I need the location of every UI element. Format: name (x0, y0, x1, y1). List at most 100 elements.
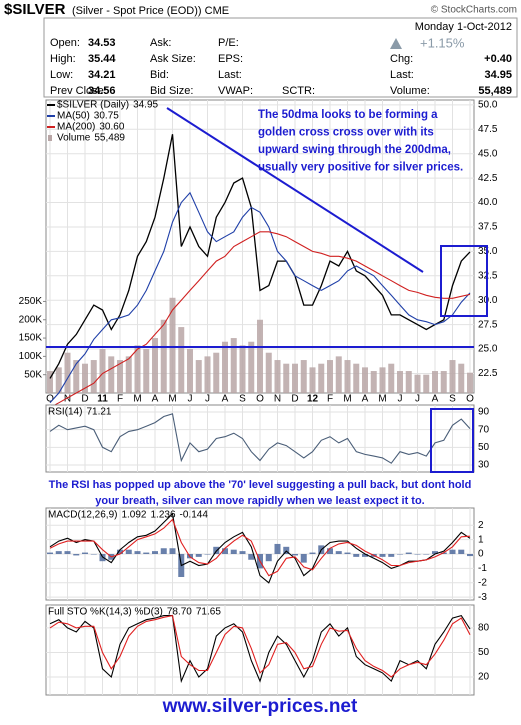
quote-label: Last: (390, 69, 414, 81)
x-tick-label: S (239, 394, 246, 405)
x-tick-label: M (168, 394, 176, 405)
legend-value: 55,489 (94, 133, 125, 144)
annotation-text: usually very positive for silver prices. (258, 162, 463, 174)
y2-tick-label: 100K (19, 351, 43, 362)
x-tick-label: F (327, 394, 333, 405)
bar (73, 360, 80, 393)
legend-label: $SILVER (Daily) (57, 100, 129, 111)
bar (414, 554, 421, 555)
bar (160, 319, 167, 393)
y-tick-label: 25.0 (478, 344, 498, 355)
bar (388, 363, 395, 393)
bar (353, 363, 360, 393)
quote-value: 55,489 (478, 85, 512, 97)
x-tick-label: O (256, 394, 264, 405)
bar (432, 371, 438, 393)
x-tick-label: J (398, 394, 403, 405)
bar (64, 551, 71, 554)
bar (239, 345, 246, 393)
bar (292, 554, 298, 556)
bar (440, 552, 447, 554)
quote-label: Last: (218, 69, 242, 81)
quote-value: 35.44 (88, 53, 116, 65)
annotation-text: The 50dma looks to be forming a (258, 109, 438, 121)
bar (379, 367, 386, 393)
panel-value: 71.21 (86, 407, 111, 418)
bar (160, 548, 167, 554)
quote-label: EPS: (218, 53, 243, 65)
bar (230, 549, 237, 554)
bar (47, 371, 53, 393)
bar (318, 363, 325, 393)
bar (73, 554, 80, 556)
bar (458, 549, 465, 554)
bar (248, 554, 255, 560)
annotation-layer: The 50dma looks to be forming a golden cr… (46, 107, 488, 507)
x-tick-label: D (291, 394, 298, 405)
panel-value: -0.144 (180, 510, 209, 521)
bar (125, 549, 132, 554)
bar (195, 554, 202, 557)
y2-tick-label: 50K (24, 369, 42, 380)
bar (248, 341, 255, 393)
bar (187, 349, 193, 393)
bar (423, 554, 430, 555)
y-tick-label: 42.5 (478, 173, 498, 184)
bar (257, 319, 263, 393)
quote-label: Volume: (390, 85, 430, 97)
x-tick-label: M (378, 394, 386, 405)
y-tick-label: 80 (478, 623, 490, 634)
bar (423, 374, 430, 393)
bar (405, 371, 412, 393)
y2-tick-label: 250K (19, 296, 43, 307)
x-tick-label: S (449, 394, 456, 405)
y-tick-label: 50.0 (478, 100, 498, 111)
x-tick-label: O (46, 394, 54, 405)
x-tick-label: A (362, 394, 369, 405)
annotation-text: your breath, silver can move rapidly whe… (95, 495, 425, 507)
bar (458, 363, 465, 393)
quote-box (43, 17, 518, 98)
bar (327, 548, 333, 554)
quote-value: 34.56 (88, 85, 116, 97)
bar (405, 552, 412, 554)
y-tick-label: 50 (478, 442, 490, 453)
legend-label: Volume (57, 133, 91, 144)
bar (370, 371, 377, 393)
x-tick-label: N (274, 394, 281, 405)
bar (440, 371, 447, 393)
bar (134, 551, 141, 554)
bar (169, 297, 176, 393)
bar (239, 551, 246, 554)
series-line (49, 191, 471, 404)
quote-value: 34.21 (88, 69, 116, 81)
panel-title: Full STO %K(14,3) %D(3) (48, 607, 163, 618)
legend-label: MA(50) (57, 111, 90, 122)
quote-value: 34.95 (484, 69, 512, 81)
bar (82, 363, 88, 393)
quote-date: Monday 1-Oct-2012 (415, 21, 512, 33)
trend-line (166, 107, 424, 273)
series-line (49, 413, 471, 464)
bar (309, 552, 316, 554)
bar (300, 360, 307, 393)
annotation-text: upward swing through the 200dma, (258, 144, 451, 156)
bar (64, 352, 71, 393)
legend-value: 34.95 (133, 100, 158, 111)
bar (467, 372, 473, 393)
legend-label: MA(200) (57, 122, 95, 133)
y-tick-label: 0 (478, 549, 484, 560)
x-tick-label: A (152, 394, 159, 405)
plot-layer: Open: 34.53 Ask: P/E: High: 35.44 Ask Size: EPS… (19, 21, 512, 696)
bar (99, 554, 106, 562)
y-tick-label: 90 (478, 407, 490, 418)
bar (82, 552, 88, 554)
bar (143, 349, 150, 393)
quote-label: Low: (50, 69, 73, 81)
y-tick-label: 37.5 (478, 222, 498, 233)
bar (230, 338, 237, 393)
quote-label: Ask Size: (150, 53, 196, 65)
bar (117, 549, 123, 554)
quote-label: P/E: (218, 37, 239, 49)
